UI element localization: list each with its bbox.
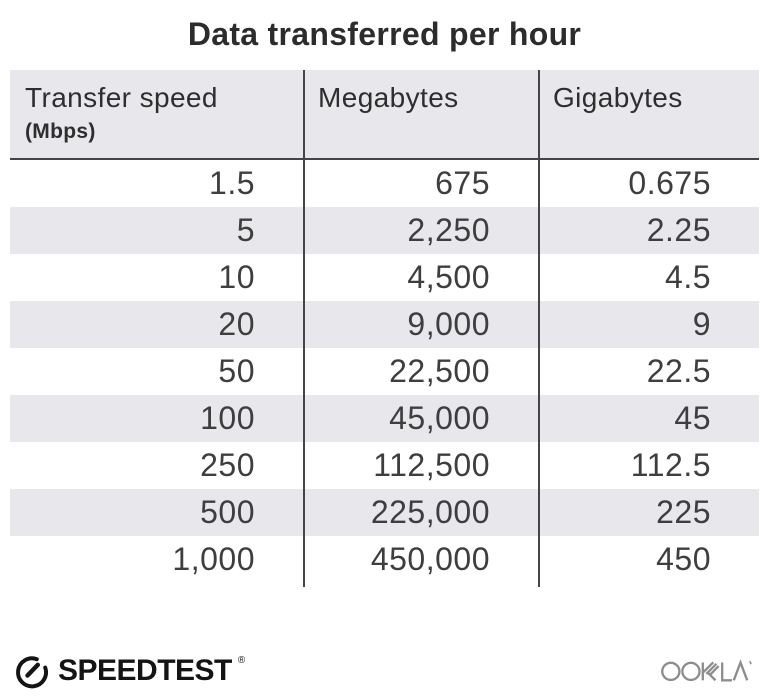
cell-gigabytes: 22.5 [646, 353, 711, 389]
header-gigabytes: Gigabytes [553, 82, 683, 113]
table-row: 20 9,000 9 [10, 301, 759, 348]
cell-gigabytes: 0.675 [628, 165, 711, 201]
cell-megabytes: 2,250 [407, 212, 490, 248]
cell-speed: 5 [236, 212, 255, 248]
footer: SPEEDTEST ® [12, 651, 753, 691]
cell-megabytes: 45,000 [389, 400, 490, 436]
cell-megabytes: 450,000 [370, 541, 490, 577]
cell-gigabytes: 45 [674, 400, 711, 436]
table-body: 1.5 675 0.675 5 2,250 2.25 10 4,500 4.5 … [10, 160, 759, 583]
cell-megabytes: 675 [435, 165, 490, 201]
column-divider [303, 70, 305, 587]
cell-gigabytes: 225 [656, 494, 711, 530]
cell-speed: 1.5 [209, 165, 255, 201]
cell-speed: 50 [218, 353, 255, 389]
table-header-row: Transfer speed (Mbps) Megabytes Gigabyte… [10, 70, 759, 160]
table-row: 250 112,500 112.5 [10, 442, 759, 489]
cell-speed: 250 [200, 447, 255, 483]
cell-gigabytes: 2.25 [646, 212, 711, 248]
table-row: 100 45,000 45 [10, 395, 759, 442]
table-row: 10 4,500 4.5 [10, 254, 759, 301]
ookla-wordmark-icon [661, 658, 752, 681]
header-transfer-speed: Transfer speed (Mbps) [10, 70, 303, 158]
cell-speed: 500 [200, 494, 255, 530]
header-megabytes: Megabytes [318, 82, 459, 113]
cell-gigabytes: 9 [692, 306, 711, 342]
gauge-icon [16, 656, 48, 689]
cell-gigabytes: 4.5 [665, 259, 711, 295]
header-mbps-unit: (Mbps) [25, 120, 96, 143]
cell-megabytes: 112,500 [373, 447, 490, 483]
cell-megabytes: 4,500 [407, 259, 490, 295]
cell-megabytes: 22,500 [389, 353, 490, 389]
cell-gigabytes: 450 [656, 541, 711, 577]
speedtest-wordmark: SPEEDTEST [58, 654, 232, 687]
cell-speed: 20 [218, 306, 255, 342]
column-divider [538, 70, 540, 587]
data-table: Transfer speed (Mbps) Megabytes Gigabyte… [10, 70, 759, 587]
table-row: 50 22,500 22.5 [10, 348, 759, 395]
table-row: 1.5 675 0.675 [10, 160, 759, 207]
cell-gigabytes: 112.5 [630, 447, 711, 483]
table-row: 1,000 450,000 450 [10, 536, 759, 583]
cell-megabytes: 9,000 [407, 306, 490, 342]
cell-megabytes: 225,000 [370, 494, 490, 530]
speedtest-logo: SPEEDTEST ® [12, 651, 245, 691]
cell-speed: 10 [218, 259, 255, 295]
table-row: 500 225,000 225 [10, 489, 759, 536]
cell-speed: 100 [200, 400, 255, 436]
table-row: 5 2,250 2.25 [10, 207, 759, 254]
cell-speed: 1,000 [172, 541, 255, 577]
header-transfer-speed-label: Transfer speed [25, 82, 218, 113]
page-title: Data transferred per hour [187, 16, 582, 52]
registered-trademark-symbol: ® [237, 655, 246, 666]
